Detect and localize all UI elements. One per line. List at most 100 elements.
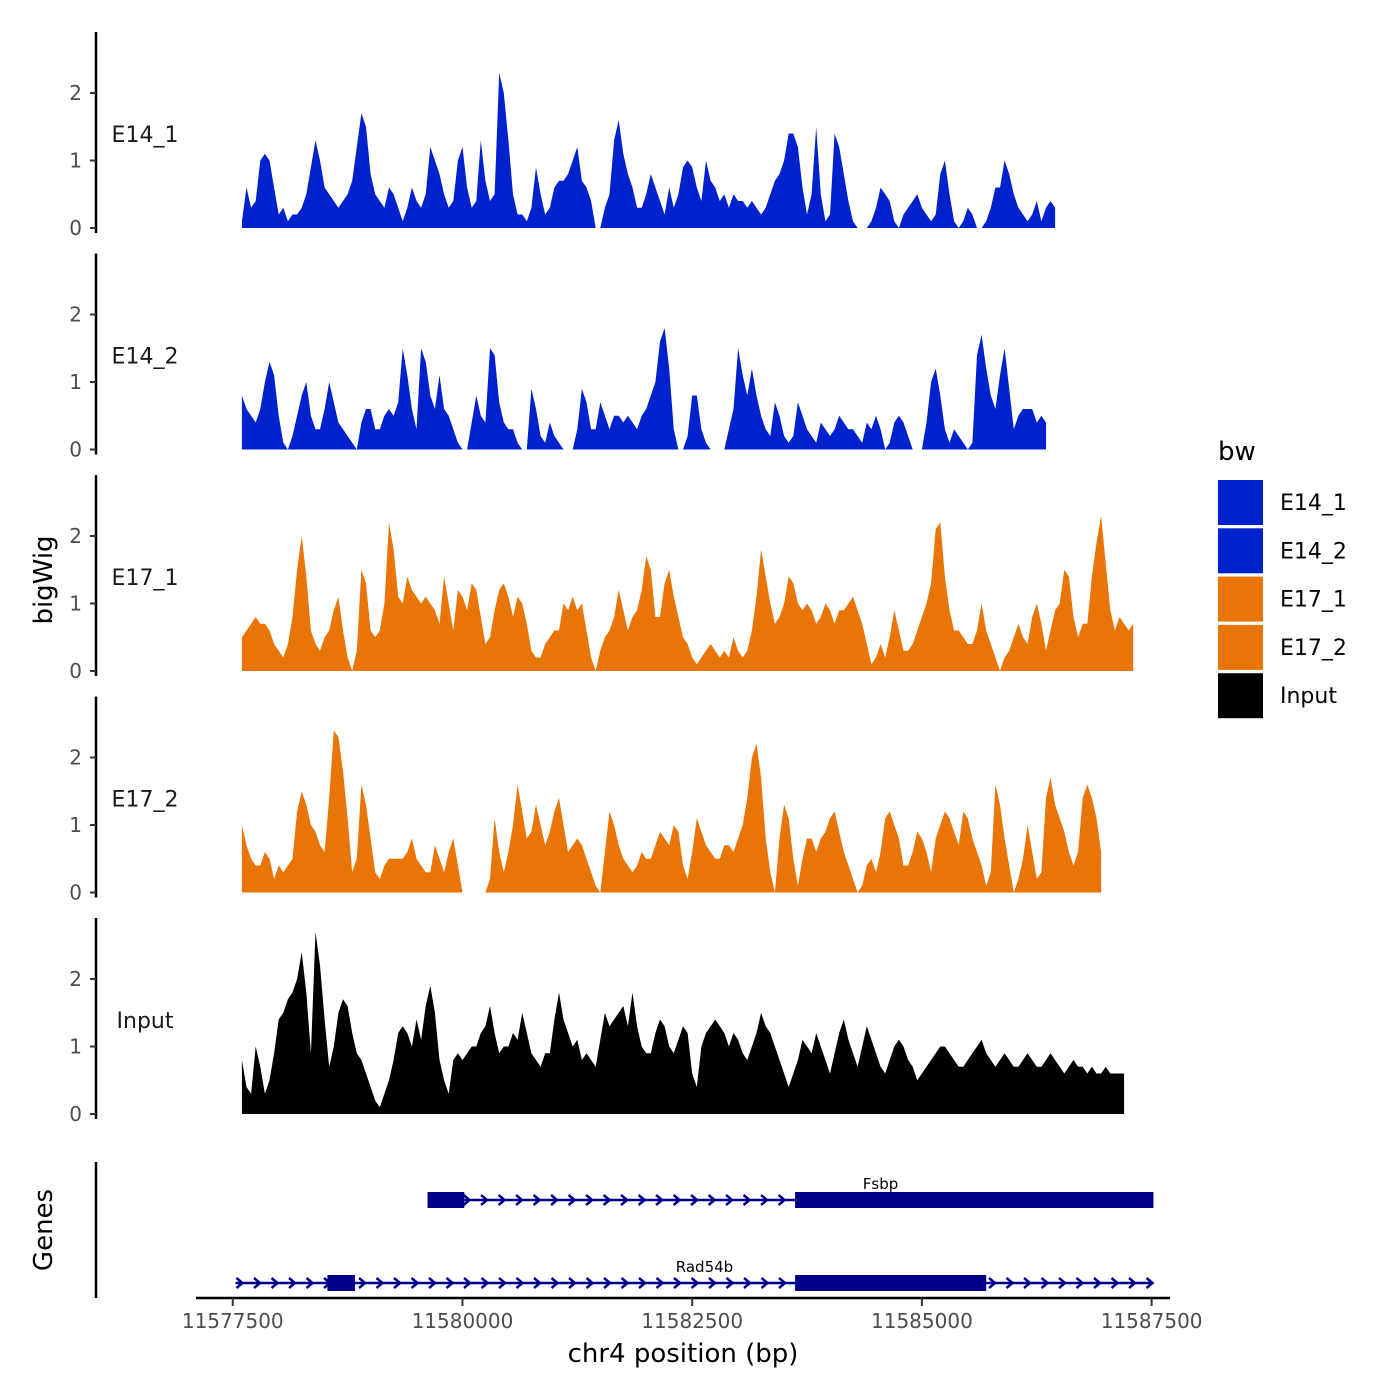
gene-label-Fsbp: Fsbp xyxy=(863,1175,899,1193)
strand-arrow xyxy=(673,1277,682,1289)
y-tick-label: 1 xyxy=(69,149,82,173)
strand-arrow xyxy=(428,1277,437,1289)
strand-arrow xyxy=(1128,1277,1137,1289)
y-tick-label: 1 xyxy=(69,370,82,394)
strand-arrow xyxy=(743,1277,752,1289)
legend-swatch xyxy=(1218,480,1263,525)
coverage-area-E14_2 xyxy=(967,334,1046,450)
track-E17_2: 0 1 2 E17_2 xyxy=(69,696,1102,905)
track-panels: 0 1 2 E14_1 0 1 2 E14_2 0 1 2 E17_1 0 1 2 E17_2 0 1 2 Input xyxy=(69,32,1134,1126)
track-E14_1: 0 1 2 E14_1 xyxy=(69,32,1056,240)
strand-arrow xyxy=(637,1194,647,1206)
strand-arrow xyxy=(253,1277,262,1289)
coverage-area-E14_1 xyxy=(958,207,977,228)
strand-arrow xyxy=(445,1277,455,1289)
y-tick-label: 1 xyxy=(69,592,82,616)
coverage-area-E14_1 xyxy=(241,72,596,228)
strand-arrow xyxy=(567,1194,577,1206)
coverage-area-E14_2 xyxy=(683,395,711,450)
strand-arrow xyxy=(393,1277,402,1289)
strand-arrow xyxy=(620,1194,630,1206)
strand-arrow xyxy=(270,1277,280,1289)
coverage-area-E14_2 xyxy=(241,361,288,450)
coverage-area-E17_1 xyxy=(241,536,353,671)
strand-arrow xyxy=(463,1277,472,1289)
y-tick-label: 2 xyxy=(69,746,82,770)
strand-arrow xyxy=(708,1277,717,1289)
strand-arrow xyxy=(725,1194,735,1206)
y-tick-label: 1 xyxy=(69,1035,82,1059)
coverage-area-E17_2 xyxy=(241,730,463,893)
strand-arrow xyxy=(1040,1277,1050,1289)
gene-Rad54b: Rad54b xyxy=(235,1258,1155,1291)
y-tick-label: 0 xyxy=(69,659,82,683)
legend: bw E14_1 E14_2 E17_1 E17_2 Input xyxy=(1218,437,1347,719)
x-tick-label: 11587500 xyxy=(1101,1309,1203,1333)
coverage-area-E14_2 xyxy=(921,368,968,450)
track-label-E14_2: E14_2 xyxy=(112,345,179,370)
legend-item-Input: Input xyxy=(1218,673,1337,719)
strand-arrow xyxy=(690,1194,700,1206)
strand-arrow xyxy=(585,1194,595,1206)
strand-arrow xyxy=(620,1277,630,1289)
legend-item-E17_1: E17_1 xyxy=(1218,576,1347,622)
coverage-area-E17_2 xyxy=(857,784,1014,893)
strand-arrow xyxy=(690,1277,700,1289)
strand-arrow xyxy=(410,1277,420,1289)
coverage-area-E17_2 xyxy=(600,744,775,893)
strand-arrow xyxy=(1058,1277,1067,1289)
strand-arrow xyxy=(672,1194,682,1206)
track-label-E14_1: E14_1 xyxy=(112,123,179,148)
legend-label: E14_2 xyxy=(1280,539,1347,564)
legend-item-E14_2: E14_2 xyxy=(1218,528,1347,574)
coverage-area-E14_2 xyxy=(724,348,886,450)
legend-item-E17_2: E17_2 xyxy=(1218,624,1347,670)
track-E17_1: 0 1 2 E17_1 xyxy=(69,475,1134,683)
strand-arrow xyxy=(515,1277,525,1289)
track-label-E17_2: E17_2 xyxy=(112,788,179,813)
legend-swatch xyxy=(1218,624,1263,670)
strand-arrow xyxy=(988,1277,997,1289)
y-tick-label: 0 xyxy=(69,216,82,240)
x-axis-ticks: 11577500 11580000 11582500 11585000 11587500 xyxy=(182,1298,1203,1333)
gene-label-Rad54b: Rad54b xyxy=(676,1258,733,1276)
y-tick-label: 2 xyxy=(69,967,82,991)
coverage-area-E14_2 xyxy=(526,388,564,450)
strand-arrow xyxy=(532,1194,542,1206)
strand-arrow xyxy=(358,1277,367,1289)
strand-arrow xyxy=(497,1194,507,1206)
genes-panel: Genes Fsbp Rad54b xyxy=(29,1162,1155,1298)
strand-arrow xyxy=(480,1194,490,1206)
legend-title: bw xyxy=(1218,437,1256,467)
coverage-area-E14_2 xyxy=(467,348,523,450)
strand-arrow xyxy=(603,1277,612,1289)
strand-arrow xyxy=(550,1194,560,1206)
strand-arrow xyxy=(1023,1277,1032,1289)
y-tick-label: 1 xyxy=(69,813,82,837)
legend-label: E17_2 xyxy=(1280,636,1347,661)
y-tick-label: 0 xyxy=(69,438,82,462)
y-axis-title: bigWig xyxy=(29,535,59,624)
coverage-area-E17_1 xyxy=(352,522,596,671)
coverage-area-E14_1 xyxy=(600,120,858,228)
track-label-Input: Input xyxy=(117,1009,174,1034)
coverage-area-E17_1 xyxy=(595,522,1000,671)
y-tick-label: 0 xyxy=(69,1102,82,1126)
strand-arrow xyxy=(725,1277,735,1289)
strand-arrow xyxy=(585,1277,595,1289)
strand-arrow xyxy=(1093,1277,1102,1289)
strand-arrow xyxy=(1145,1277,1155,1289)
coverage-area-E14_2 xyxy=(572,328,679,450)
strand-arrow xyxy=(707,1194,717,1206)
strand-arrow xyxy=(602,1194,612,1206)
gene-models: Fsbp Rad54b xyxy=(235,1175,1155,1291)
x-tick-label: 11585000 xyxy=(871,1309,973,1333)
x-tick-label: 11577500 xyxy=(182,1309,284,1333)
strand-arrow xyxy=(288,1277,297,1289)
coverage-area-E14_2 xyxy=(356,348,463,450)
y-tick-label: 2 xyxy=(69,303,82,327)
coverage-area-E14_1 xyxy=(866,187,899,228)
coverage-area-E14_2 xyxy=(287,382,357,450)
strand-arrow xyxy=(235,1277,245,1289)
strand-arrow xyxy=(778,1277,787,1289)
